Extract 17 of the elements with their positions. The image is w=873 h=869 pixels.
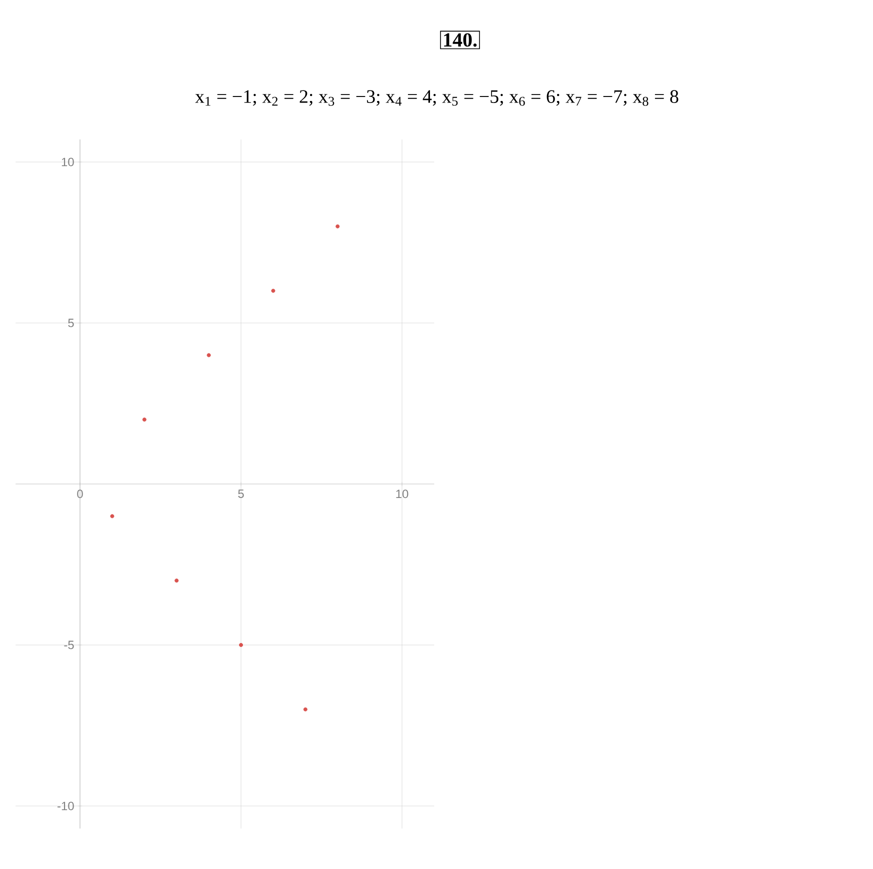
point — [336, 224, 340, 228]
point — [239, 642, 244, 647]
point — [174, 578, 179, 583]
point — [110, 514, 114, 518]
x-tick-label: 5 — [238, 490, 244, 498]
y-tick-label: -10 — [58, 802, 74, 810]
y-tick-label: 10 — [62, 158, 74, 166]
point — [206, 353, 211, 358]
point — [303, 707, 308, 712]
chart-title: 140. — [444, 33, 477, 47]
text: x$_{1}$ = −1; x$_{2}$ = 2; x$_{3}$ = −3; x$_{4}$ = 4; x$_{5}$ = −5; x$_{6}$ = 6; x$_{7}$ = −7; x$_{8}$ = 8 — [195, 90, 678, 106]
x-tick-label: 10 — [396, 490, 408, 498]
point — [271, 288, 276, 293]
y-tick-label: 5 — [68, 318, 74, 328]
x-tick-label: 0 — [77, 490, 83, 498]
y-tick-label: -5 — [64, 640, 74, 650]
point — [142, 418, 146, 422]
